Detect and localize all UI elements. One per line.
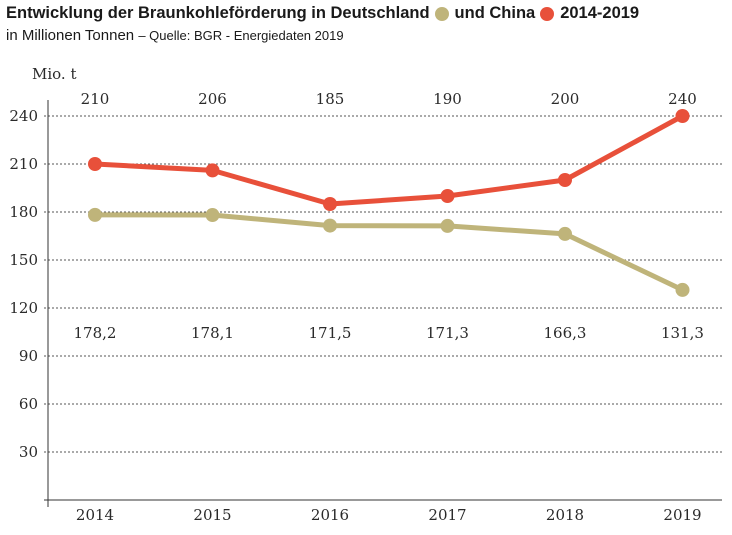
data-point-china-2015 [205, 163, 220, 178]
series-line-china [92, 113, 685, 207]
data-label-china-2019: 240 [668, 90, 697, 108]
y-tick-label-90: 90 [19, 347, 38, 365]
data-label-china-2016: 185 [316, 90, 345, 108]
data-label-germany-2019: 131,3 [661, 324, 704, 342]
chart-title: Entwicklung der Braunkohleförderung in D… [6, 4, 639, 23]
data-point-china-2017 [440, 189, 455, 203]
legend-germany-icon [434, 6, 449, 21]
data-point-germany-2015 [205, 208, 220, 223]
series-line-germany [92, 212, 685, 293]
x-tick-label-2016: 2016 [311, 506, 349, 524]
data-point-china-2016 [323, 197, 337, 211]
x-tick-label-2017: 2017 [428, 506, 466, 524]
subtitle-units: in Millionen Tonnen [6, 27, 135, 44]
data-point-germany-2019 [675, 282, 690, 297]
title-part-germany: Entwicklung der Braunkohleförderung in D… [6, 4, 430, 22]
x-tick-label-2018: 2018 [546, 506, 584, 524]
data-label-china-2015: 206 [198, 90, 227, 108]
data-label-germany-2014: 178,2 [74, 324, 117, 342]
y-axis-label: Mio. t [32, 65, 77, 83]
title-part-china: und China [454, 4, 536, 22]
legend-china-icon [540, 6, 555, 21]
data-point-china-2019 [675, 109, 690, 123]
data-point-china-2018 [558, 173, 572, 187]
subtitle-source: – Quelle: BGR - Energiedaten 2019 [138, 28, 344, 43]
x-tick-label-2019: 2019 [663, 506, 701, 524]
data-label-germany-2016: 171,5 [309, 324, 352, 342]
y-tick-label-180: 180 [9, 203, 38, 221]
data-point-germany-2018 [558, 226, 572, 241]
x-tick-label-2015: 2015 [193, 506, 231, 524]
data-point-germany-2017 [440, 218, 455, 233]
title-part-years: 2014-2019 [560, 4, 640, 22]
data-label-china-2018: 200 [551, 90, 580, 108]
data-point-germany-2016 [323, 218, 337, 233]
data-point-china-2014 [88, 157, 102, 171]
data-label-germany-2018: 166,3 [544, 324, 587, 342]
data-label-china-2014: 210 [81, 90, 110, 108]
data-point-germany-2014 [88, 207, 102, 222]
y-tick-label-30: 30 [19, 443, 38, 461]
data-label-germany-2017: 171,3 [426, 324, 469, 342]
x-tick-label-2014: 2014 [76, 506, 114, 524]
y-tick-label-240: 240 [9, 107, 38, 125]
y-tick-label-120: 120 [9, 299, 38, 317]
y-tick-label-60: 60 [19, 395, 38, 413]
chart-subtitle: in Millionen Tonnen – Quelle: BGR - Ener… [6, 27, 344, 44]
data-label-germany-2015: 178,1 [191, 324, 234, 342]
data-label-china-2017: 190 [433, 90, 462, 108]
y-tick-label-150: 150 [9, 251, 38, 269]
y-tick-label-210: 210 [9, 155, 38, 173]
